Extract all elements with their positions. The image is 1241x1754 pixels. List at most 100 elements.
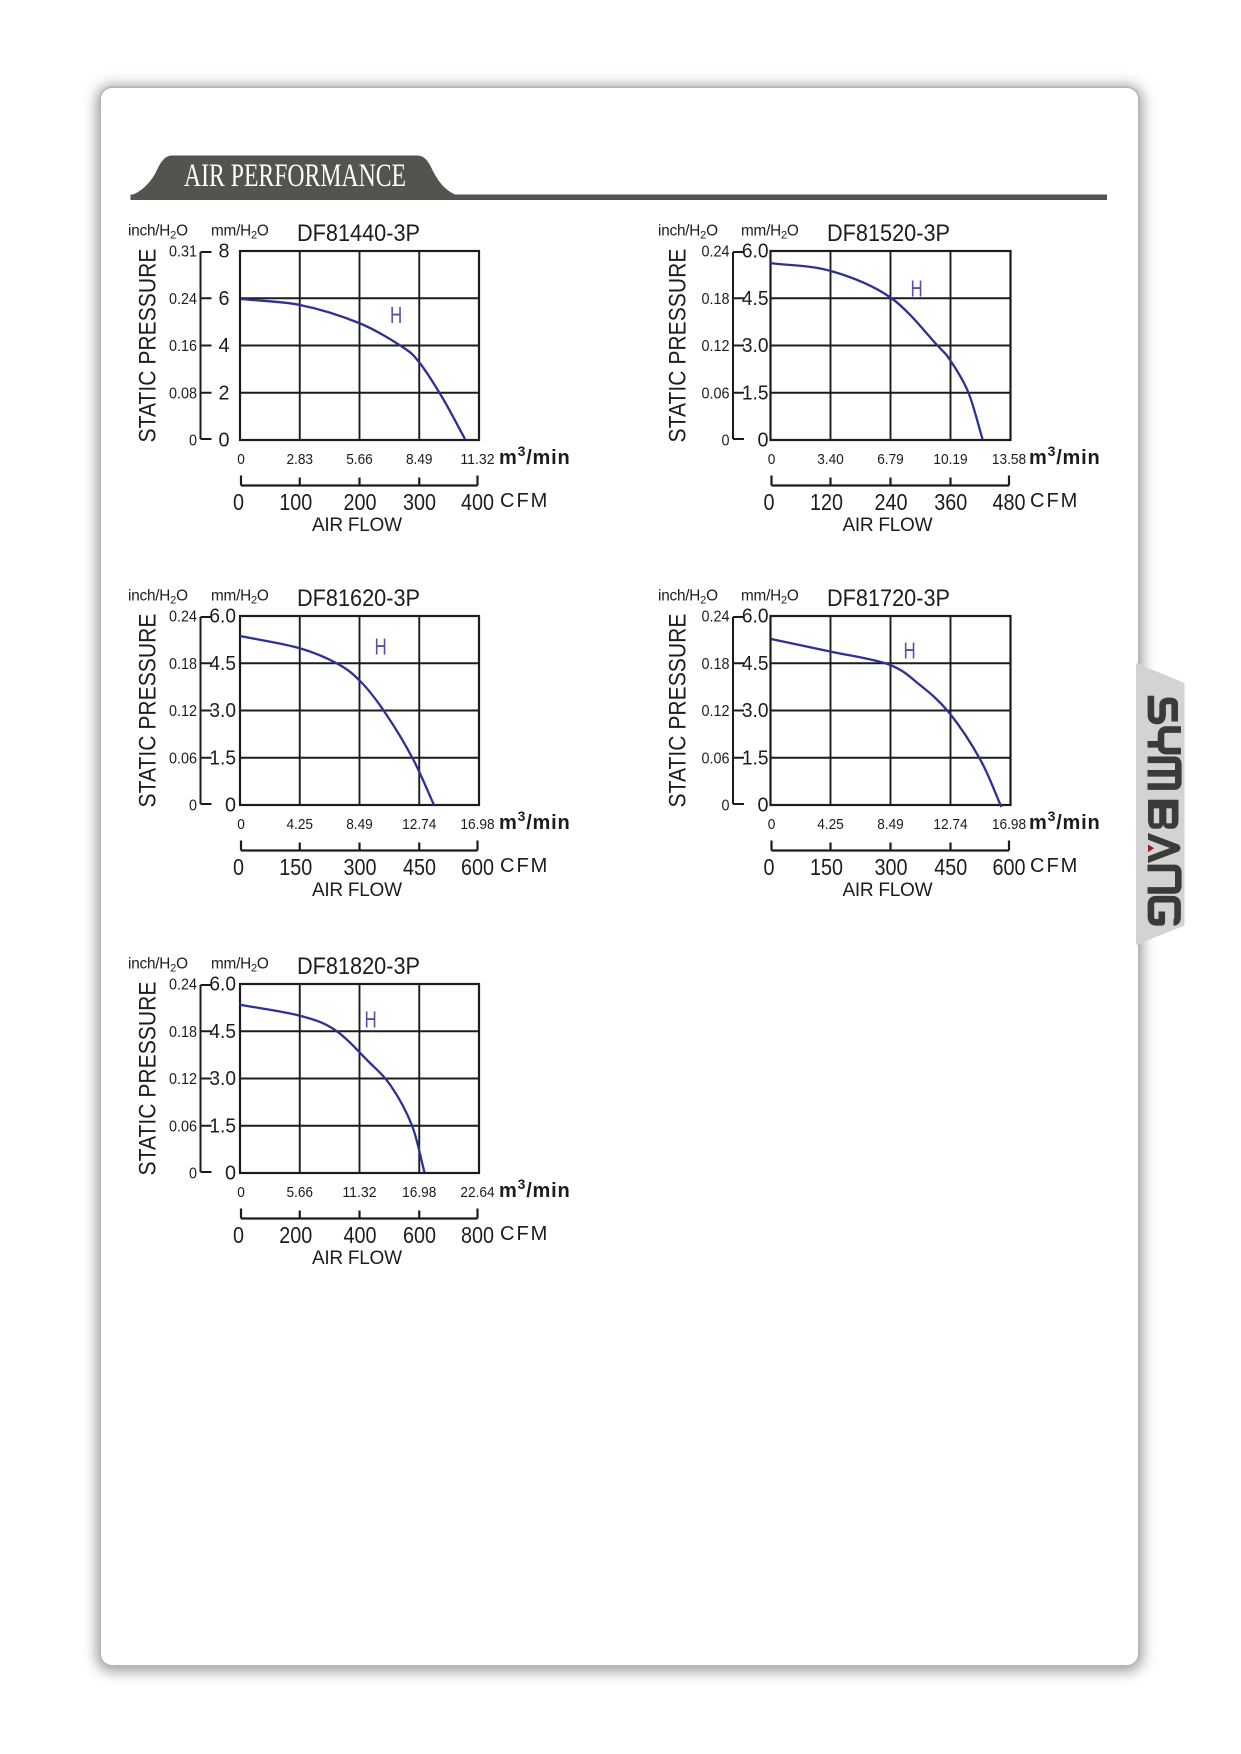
svg-text:H: H	[911, 276, 923, 302]
svg-text:6.79: 6.79	[877, 451, 904, 468]
svg-text:mm/H2O: mm/H2O	[741, 223, 799, 242]
svg-text:0.06: 0.06	[702, 750, 730, 767]
svg-text:inch/H2O: inch/H2O	[658, 223, 718, 242]
svg-text:0.06: 0.06	[169, 750, 197, 767]
svg-text:0.12: 0.12	[169, 1071, 197, 1088]
svg-text:360: 360	[934, 489, 967, 515]
svg-text:H: H	[365, 1007, 377, 1033]
svg-text:STATIC PRESSURE: STATIC PRESSURE	[134, 249, 161, 443]
svg-text:0: 0	[189, 1166, 197, 1183]
svg-text:0: 0	[233, 489, 244, 515]
svg-text:0: 0	[237, 1184, 245, 1201]
svg-text:CFM: CFM	[500, 1223, 549, 1245]
svg-text:CFM: CFM	[500, 490, 549, 512]
svg-text:m3/min: m3/min	[499, 808, 571, 834]
svg-text:16.98: 16.98	[460, 816, 494, 833]
svg-text:DF81440-3P: DF81440-3P	[297, 220, 420, 247]
svg-text:0.24: 0.24	[702, 244, 730, 261]
svg-text:H: H	[390, 302, 402, 328]
svg-text:12.74: 12.74	[933, 816, 967, 833]
svg-text:450: 450	[934, 854, 967, 880]
svg-text:13.58: 13.58	[992, 451, 1026, 468]
svg-text:120: 120	[810, 489, 843, 515]
svg-text:5.66: 5.66	[346, 451, 373, 468]
svg-text:10.19: 10.19	[933, 451, 967, 468]
svg-text:STATIC PRESSURE: STATIC PRESSURE	[134, 614, 161, 808]
svg-text:m3/min: m3/min	[1029, 443, 1101, 469]
svg-text:0: 0	[233, 1222, 244, 1248]
svg-text:H: H	[904, 638, 916, 664]
svg-text:200: 200	[279, 1222, 312, 1248]
svg-text:4.5: 4.5	[209, 653, 236, 675]
svg-text:300: 300	[344, 854, 377, 880]
svg-text:inch/H2O: inch/H2O	[128, 223, 188, 242]
svg-text:16.98: 16.98	[402, 1184, 436, 1201]
svg-text:600: 600	[461, 854, 494, 880]
svg-text:0.18: 0.18	[702, 291, 730, 308]
svg-text:1.5: 1.5	[742, 747, 769, 769]
svg-text:6.0: 6.0	[742, 241, 769, 263]
svg-text:1.5: 1.5	[742, 382, 769, 404]
svg-text:0: 0	[233, 854, 244, 880]
svg-text:m3/min: m3/min	[499, 443, 571, 469]
svg-text:11.32: 11.32	[460, 451, 494, 468]
svg-text:0.24: 0.24	[169, 291, 197, 308]
svg-text:3.40: 3.40	[817, 451, 844, 468]
svg-text:480: 480	[993, 489, 1026, 515]
svg-text:0: 0	[189, 798, 197, 815]
svg-text:2: 2	[219, 382, 230, 404]
svg-text:AIR FLOW: AIR FLOW	[312, 880, 402, 901]
svg-text:AIR FLOW: AIR FLOW	[843, 880, 933, 901]
svg-text:DF81520-3P: DF81520-3P	[827, 220, 950, 247]
svg-text:0.06: 0.06	[169, 1118, 197, 1135]
svg-text:400: 400	[461, 489, 494, 515]
svg-text:3.0: 3.0	[742, 335, 769, 357]
svg-text:STATIC PRESSURE: STATIC PRESSURE	[134, 982, 161, 1176]
svg-text:4.5: 4.5	[742, 288, 769, 310]
svg-text:0: 0	[722, 433, 730, 450]
svg-text:m3/min: m3/min	[1029, 808, 1101, 834]
svg-text:inch/H2O: inch/H2O	[658, 588, 718, 607]
svg-text:4.5: 4.5	[742, 653, 769, 675]
svg-text:CFM: CFM	[1030, 855, 1079, 877]
svg-text:0: 0	[237, 816, 245, 833]
svg-text:16.98: 16.98	[992, 816, 1026, 833]
svg-text:0: 0	[225, 1163, 236, 1185]
svg-text:8.49: 8.49	[877, 816, 904, 833]
svg-text:3.0: 3.0	[742, 700, 769, 722]
svg-text:0: 0	[219, 430, 230, 452]
svg-text:0.06: 0.06	[702, 385, 730, 402]
svg-text:0.12: 0.12	[702, 338, 730, 355]
svg-text:AIR PERFORMANCE: AIR PERFORMANCE	[184, 158, 406, 194]
svg-text:mm/H2O: mm/H2O	[211, 956, 269, 975]
svg-text:AIR FLOW: AIR FLOW	[312, 515, 402, 536]
svg-text:2.83: 2.83	[286, 451, 313, 468]
svg-text:6.0: 6.0	[742, 606, 769, 628]
svg-text:0.12: 0.12	[702, 703, 730, 720]
svg-text:mm/H2O: mm/H2O	[211, 223, 269, 242]
svg-text:240: 240	[875, 489, 908, 515]
svg-text:mm/H2O: mm/H2O	[741, 588, 799, 607]
svg-text:0: 0	[189, 433, 197, 450]
svg-text:5.66: 5.66	[286, 1184, 313, 1201]
svg-text:150: 150	[810, 854, 843, 880]
svg-text:DF81720-3P: DF81720-3P	[827, 585, 950, 612]
svg-text:6.0: 6.0	[209, 974, 236, 996]
svg-text:4.25: 4.25	[286, 816, 313, 833]
svg-text:0.24: 0.24	[702, 609, 730, 626]
svg-text:600: 600	[993, 854, 1026, 880]
svg-text:200: 200	[344, 489, 377, 515]
svg-text:0.24: 0.24	[169, 977, 197, 994]
svg-text:AIR FLOW: AIR FLOW	[312, 1248, 402, 1269]
svg-text:0: 0	[225, 795, 236, 817]
svg-text:0: 0	[764, 489, 775, 515]
svg-text:8.49: 8.49	[406, 451, 433, 468]
svg-text:11.32: 11.32	[342, 1184, 376, 1201]
svg-text:0: 0	[764, 854, 775, 880]
svg-text:AIR FLOW: AIR FLOW	[843, 515, 933, 536]
svg-text:600: 600	[403, 1222, 436, 1248]
svg-text:0.08: 0.08	[169, 385, 197, 402]
svg-text:0.18: 0.18	[169, 656, 197, 673]
svg-text:400: 400	[344, 1222, 377, 1248]
svg-text:DF81820-3P: DF81820-3P	[297, 953, 420, 980]
